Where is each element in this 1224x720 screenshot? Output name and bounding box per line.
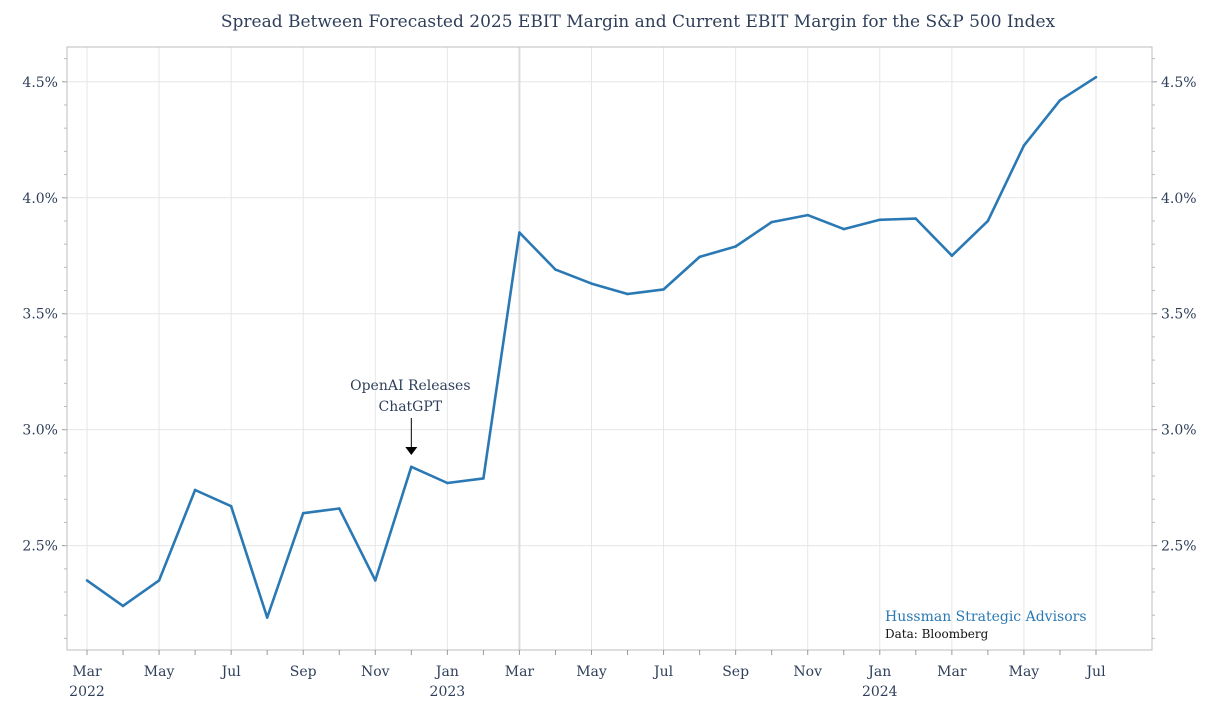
x-tick-label: Jan [866, 664, 891, 680]
x-tick-label: Mar [72, 664, 102, 680]
data-point [878, 218, 882, 222]
data-point [229, 504, 233, 508]
y-tick-label-right: 2.5% [1161, 539, 1197, 555]
data-point [590, 282, 593, 285]
data-point [698, 255, 701, 259]
x-tick-label: Nov [361, 664, 390, 680]
x-tick-label: Mar [937, 664, 967, 680]
data-point [1022, 144, 1026, 147]
data-point [734, 245, 737, 248]
x-axis: Mar May Jul Sep Nov Jan Mar May Jul Sep Nov Jan Mar M… [69, 650, 1106, 700]
data-point [662, 288, 665, 291]
annotation-line-1: OpenAI Releases [350, 378, 470, 394]
x-tick-label: Mar [505, 664, 535, 680]
x-tick-label: Jan [434, 664, 459, 680]
data-point [157, 579, 161, 582]
x-tick-label: May [576, 664, 607, 680]
y-tick-label-left: 3.5% [22, 307, 58, 323]
data-point [265, 616, 269, 619]
y-tick-label-left: 4.5% [22, 75, 58, 91]
data-point [518, 231, 521, 234]
data-point [1058, 99, 1062, 102]
x-tick-label: Sep [722, 664, 749, 680]
y-tick-label-right: 3.0% [1161, 423, 1197, 439]
x-year-label: 2022 [69, 684, 105, 700]
data-point [301, 511, 305, 515]
source-label: Data: Bloomberg [885, 627, 989, 641]
annotation: OpenAI Releases ChatGPT [350, 378, 471, 455]
data-point [446, 481, 449, 485]
data-point [986, 219, 990, 223]
x-tick-label: Jul [1084, 664, 1106, 680]
annotation-arrow-head [405, 447, 418, 455]
data-point [121, 604, 125, 608]
data-point [85, 579, 89, 582]
data-point [950, 254, 954, 258]
y-tick-label-left: 4.0% [22, 191, 58, 207]
data-point [410, 465, 413, 469]
data-point [1094, 75, 1098, 79]
brand-label: Hussman Strategic Advisors [885, 609, 1087, 625]
x-tick-label: Nov [793, 664, 822, 680]
y-axis-right: 2.5% 3.0% 3.5% 4.0% 4.5% [1152, 58, 1197, 639]
data-point [914, 217, 918, 220]
x-tick-label: May [144, 664, 175, 680]
data-point [193, 488, 197, 492]
data-point [373, 579, 377, 582]
x-tick-label: Jul [652, 664, 674, 680]
plot-frame [66, 46, 1153, 651]
data-point [337, 507, 341, 510]
annotation-line-2: ChatGPT [378, 399, 442, 415]
x-year-label: 2024 [862, 684, 898, 700]
gridlines [67, 47, 1152, 650]
x-tick-label: May [1009, 664, 1040, 680]
data-point [626, 292, 629, 296]
data-point [482, 477, 485, 480]
data-point [770, 220, 773, 224]
x-tick-label: Jul [220, 664, 242, 680]
y-tick-label-right: 4.5% [1161, 75, 1197, 91]
y-tick-label-left: 2.5% [22, 539, 58, 555]
data-point [842, 227, 846, 231]
y-axis-left: 2.5% 3.0% 3.5% 4.0% 4.5% [22, 58, 67, 639]
x-tick-label: Sep [290, 664, 317, 680]
chart-title: Spread Between Forecasted 2025 EBIT Marg… [221, 12, 1056, 32]
x-year-label: 2023 [430, 684, 466, 700]
y-tick-label-left: 3.0% [22, 423, 58, 439]
data-point [806, 213, 810, 217]
y-tick-label-right: 4.0% [1161, 191, 1197, 207]
y-tick-label-right: 3.5% [1161, 307, 1197, 323]
data-point [554, 268, 557, 271]
series-points [85, 75, 1098, 619]
